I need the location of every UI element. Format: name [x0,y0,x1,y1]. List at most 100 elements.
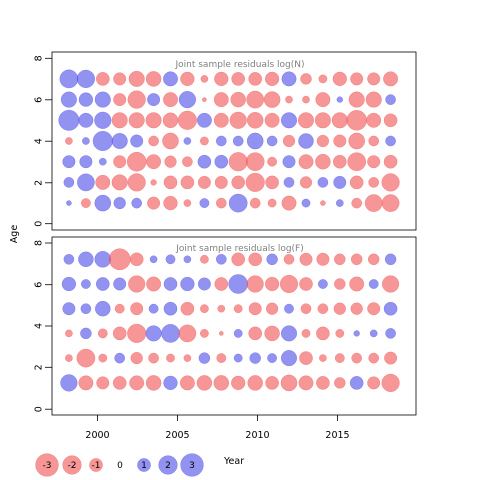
x-tick-label: 2010 [245,430,269,441]
residual-bubble [183,137,192,145]
residual-bubble [365,91,382,108]
residual-bubble [197,154,212,169]
residual-bubble [348,91,365,108]
legend-bubble [62,455,82,475]
residual-bubble [196,112,212,128]
residual-bubble [94,250,112,268]
residual-bubble [367,302,381,316]
residual-bubble [95,174,111,190]
residual-bubble [381,173,400,192]
residual-bubble [318,74,328,84]
residual-bubble [126,151,147,172]
residual-bubble [298,154,314,170]
residual-bubble [213,112,229,128]
residual-bubble [245,152,265,172]
residual-bubble [76,348,96,368]
residual-bubble [216,353,227,364]
residual-bubble [367,72,381,86]
residual-bubble [333,175,347,189]
x-axis: 2000 2005 2010 2015 [85,415,350,441]
residual-bubble [231,252,246,267]
residual-bubble [247,375,263,391]
residual-bubble [315,92,331,108]
residual-bubble [316,376,330,390]
residual-bubble [145,375,162,391]
panel-1-y-tick-label: 6 [33,97,44,103]
residual-bubble [248,252,263,267]
y-axis-title: Age [9,225,20,244]
residual-bubble [280,374,298,392]
residual-bubble [246,111,264,129]
residual-bubble [95,300,111,317]
residual-bubble [163,277,178,291]
residual-bubble [214,277,229,291]
panel-1-y-tick-label: 8 [33,55,44,61]
residual-bubble [335,199,344,207]
residual-bubble [113,196,126,210]
residual-bubble [385,328,396,339]
residual-bubble [180,71,195,87]
residual-bubble [145,325,162,342]
residual-bubble [146,276,162,292]
residual-bubble [150,179,157,186]
residual-bubble [128,112,145,129]
residual-bubble [233,353,243,363]
residual-bubble [95,277,110,291]
residual-bubble [246,132,264,150]
residual-bubble [381,194,400,212]
legend-bubble [158,455,178,475]
residual-bubble [267,156,278,167]
residual-bubble [76,69,96,89]
residual-bubble [131,197,143,209]
residual-bubble [218,331,224,336]
residual-bubble [299,252,313,266]
residual-bubble [264,325,280,342]
residual-bubble [78,251,94,268]
residual-bubble [266,253,278,266]
residual-bubble [317,303,329,315]
residual-bubble [183,255,192,264]
residual-bubble [130,134,144,148]
residual-bubble [162,112,179,129]
residual-bubble [178,324,197,343]
size-legend: -3 -2 -1 0 1 2 3 [35,453,204,477]
panel-2-bubbles [60,248,400,392]
residual-bubble [384,351,398,365]
residual-bubble [368,135,380,147]
panel-1-title: Joint sample residuals log(N) [174,60,304,70]
residual-bubble [385,94,396,105]
residual-bubble [163,92,178,108]
residual-bubble [94,91,111,108]
residual-bubble [280,325,298,342]
residual-bubble [214,154,229,169]
residual-bubble [283,253,295,265]
residual-bubble [231,175,246,190]
residual-bubble [97,328,108,339]
residual-bubble [265,175,279,190]
residual-bubble [366,112,382,128]
residual-bubble [368,177,380,188]
residual-bubble [79,155,93,169]
panel-2-y-tick-label: 8 [33,240,44,246]
panel-2-title: Joint sample residuals log(F) [175,244,303,254]
residual-bubble [164,155,177,168]
residual-bubble [166,353,175,363]
residual-bubble [233,328,243,338]
residual-bubble [245,172,265,192]
panel-1-y-axis: 0 2 4 6 8 [33,55,52,227]
residual-bubble [108,248,131,271]
residual-bubble [267,198,277,208]
panel-2-y-tick-label: 4 [33,323,44,329]
residual-bubble [298,375,314,391]
legend-label: 2 [165,461,171,471]
residual-bubble [283,177,295,188]
residual-bubble [246,90,265,109]
residual-bubble [348,132,366,150]
residual-bubble [264,276,280,292]
residual-bubble [178,91,196,109]
residual-bubble [297,112,315,129]
residual-bubble [319,354,327,362]
residual-bubble [336,96,343,103]
residual-bubble [147,93,161,107]
